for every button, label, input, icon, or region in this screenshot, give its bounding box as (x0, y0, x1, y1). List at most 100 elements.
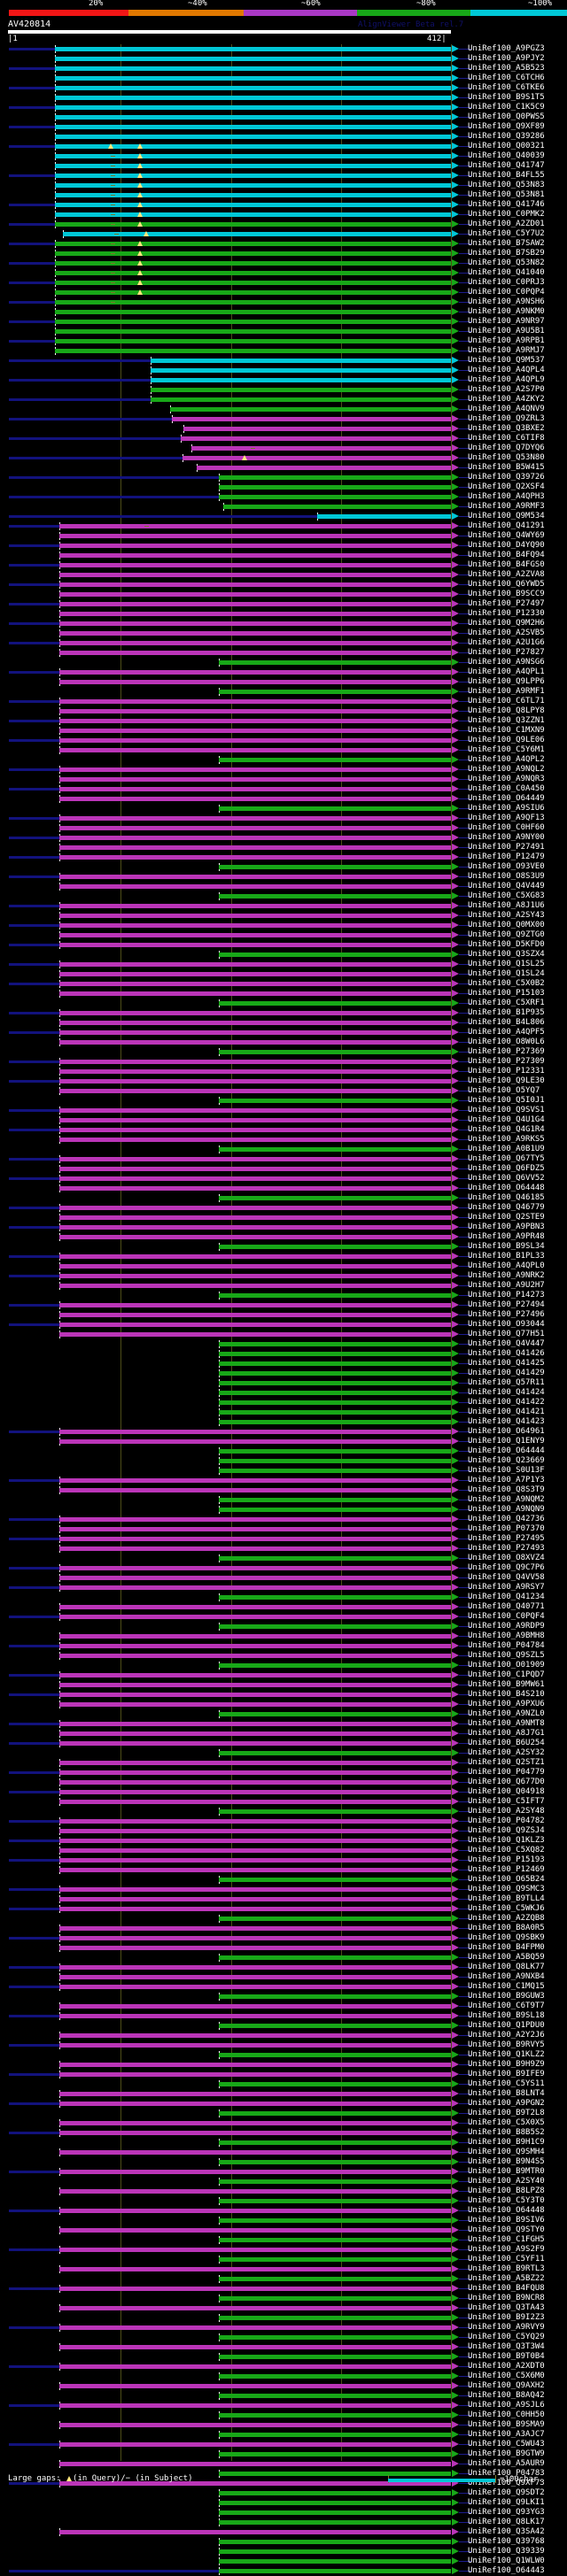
alignment-row[interactable]: UniRef100_Q9LE06 (0, 736, 567, 745)
hsp-bar[interactable] (55, 86, 451, 90)
hsp-bar[interactable] (58, 1313, 451, 1317)
alignment-row[interactable]: UniRef100_Q9SZL5 (0, 1651, 567, 1661)
subject-id-label[interactable]: UniRef100_Q9M534 (468, 512, 545, 521)
hsp-bar[interactable] (58, 2267, 451, 2271)
hsp-bar[interactable] (58, 1897, 451, 1901)
subject-id-label[interactable]: UniRef100_A2S7P0 (468, 385, 545, 394)
alignment-row[interactable]: UniRef100_Q39339 (0, 2547, 567, 2557)
subject-id-label[interactable]: UniRef100_B9SMA9 (468, 2420, 545, 2429)
subject-id-label[interactable]: UniRef100_S0U13F (468, 1466, 545, 1475)
alignment-row[interactable]: UniRef100_Q677D0 (0, 1778, 567, 1787)
subject-id-label[interactable]: UniRef100_C1MXN9 (468, 726, 545, 735)
alignment-row[interactable]: UniRef100_Q53N81 (0, 190, 567, 200)
subject-id-label[interactable]: UniRef100_Q41429 (468, 1369, 545, 1377)
alignment-row[interactable]: UniRef100_D5KFD0 (0, 940, 567, 950)
subject-id-label[interactable]: UniRef100_A9U5B1 (468, 327, 545, 335)
hsp-bar[interactable] (58, 2189, 451, 2194)
hsp-bar[interactable] (219, 2452, 451, 2456)
subject-id-label[interactable]: UniRef100_B9I2Z3 (468, 2313, 545, 2322)
subject-id-label[interactable]: UniRef100_Q53N80 (468, 453, 545, 462)
alignment-row[interactable]: UniRef100_Q9LKI1 (0, 2498, 567, 2508)
subject-id-label[interactable]: UniRef100_Q41291 (468, 521, 545, 530)
subject-id-label[interactable]: UniRef100_P27309 (468, 1057, 545, 1066)
hsp-bar[interactable] (58, 641, 451, 645)
hsp-bar[interactable] (58, 2072, 451, 2077)
alignment-row[interactable]: UniRef100_P12469 (0, 1865, 567, 1875)
hsp-bar[interactable] (58, 1722, 451, 1726)
alignment-row[interactable]: UniRef100_Q9C7P6 (0, 1563, 567, 1573)
subject-id-label[interactable]: UniRef100_Q9ZRL3 (468, 414, 545, 423)
alignment-row[interactable]: UniRef100_Q5I0J1 (0, 1096, 567, 1106)
alignment-row[interactable]: UniRef100_Q46185 (0, 1193, 567, 1203)
subject-id-label[interactable]: UniRef100_C5XRF1 (468, 999, 545, 1007)
alignment-row[interactable]: UniRef100_C1FGH5 (0, 2235, 567, 2245)
subject-id-label[interactable]: UniRef100_A9RKS5 (468, 1135, 545, 1144)
subject-id-label[interactable]: UniRef100_O01909 (468, 1661, 545, 1670)
alignment-row[interactable]: UniRef100_B7SAW2 (0, 239, 567, 249)
hsp-bar[interactable] (58, 797, 451, 801)
alignment-row[interactable]: UniRef100_Q4WY69 (0, 531, 567, 541)
hsp-bar[interactable] (58, 1770, 451, 1775)
subject-id-label[interactable]: UniRef100_Q41421 (468, 1408, 545, 1416)
subject-id-label[interactable]: UniRef100_A4QPF5 (468, 1028, 545, 1037)
hsp-bar[interactable] (58, 1332, 451, 1337)
subject-id-label[interactable]: UniRef100_P04784 (468, 1641, 545, 1650)
alignment-row[interactable]: UniRef100_Q2XSF4 (0, 482, 567, 492)
hsp-bar[interactable] (58, 2481, 451, 2486)
hsp-bar[interactable] (58, 1585, 451, 1590)
alignment-row[interactable]: UniRef100_Q40039 (0, 151, 567, 161)
subject-id-label[interactable]: UniRef100_Q9SMC3 (468, 1885, 545, 1893)
subject-id-label[interactable]: UniRef100_A9PJY2 (468, 54, 545, 63)
subject-id-label[interactable]: UniRef100_A9NQN9 (468, 1505, 545, 1514)
hsp-bar[interactable] (219, 953, 451, 957)
hsp-bar[interactable] (58, 2384, 451, 2388)
hsp-bar[interactable] (58, 2121, 451, 2125)
alignment-row[interactable]: UniRef100_Q0MX00 (0, 921, 567, 930)
hsp-bar[interactable] (219, 1293, 451, 1298)
alignment-row[interactable]: UniRef100_A2SY32 (0, 1748, 567, 1758)
subject-id-label[interactable]: UniRef100_B9SL34 (468, 1242, 545, 1251)
hsp-bar[interactable] (55, 339, 451, 343)
hsp-bar[interactable] (55, 329, 451, 334)
hsp-bar[interactable] (58, 2209, 451, 2213)
subject-id-label[interactable]: UniRef100_Q9XF73 (468, 2479, 545, 2487)
hsp-bar[interactable] (58, 1069, 451, 1074)
alignment-row[interactable]: UniRef100_A4QPL2 (0, 755, 567, 765)
subject-id-label[interactable]: UniRef100_C6TL71 (468, 697, 545, 706)
hsp-bar[interactable] (219, 2111, 451, 2116)
alignment-row[interactable]: UniRef100_C5XRF1 (0, 999, 567, 1008)
subject-id-label[interactable]: UniRef100_B8LPZ8 (468, 2187, 545, 2195)
alignment-row[interactable]: UniRef100_A4QPL1 (0, 667, 567, 677)
hsp-bar[interactable] (58, 1829, 451, 1833)
hsp-bar[interactable] (219, 2472, 451, 2476)
subject-id-label[interactable]: UniRef100_A5BZ22 (468, 2274, 545, 2283)
hsp-bar[interactable] (219, 1361, 451, 1366)
alignment-row[interactable]: UniRef100_A9U2H7 (0, 1281, 567, 1291)
alignment-row[interactable]: UniRef100_Q4VV58 (0, 1573, 567, 1583)
subject-id-label[interactable]: UniRef100_Q41422 (468, 1398, 545, 1407)
alignment-row[interactable]: UniRef100_B9SCC9 (0, 590, 567, 599)
alignment-row[interactable]: UniRef100_Q1SL25 (0, 960, 567, 969)
hsp-bar[interactable] (58, 1907, 451, 1911)
hsp-bar[interactable] (150, 378, 451, 382)
hsp-bar[interactable] (58, 1439, 451, 1444)
subject-id-label[interactable]: UniRef100_O93VE0 (468, 862, 545, 871)
alignment-row[interactable]: UniRef100_A9PBN3 (0, 1222, 567, 1232)
hsp-bar[interactable] (58, 1176, 451, 1181)
subject-id-label[interactable]: UniRef100_A9U2H7 (468, 1281, 545, 1290)
alignment-row[interactable]: UniRef100_P27827 (0, 648, 567, 658)
alignment-row[interactable]: UniRef100_C0HH50 (0, 2410, 567, 2420)
hsp-bar[interactable] (58, 826, 451, 830)
subject-id-label[interactable]: UniRef100_A4ZKY2 (468, 395, 545, 404)
alignment-row[interactable]: UniRef100_P27493 (0, 1544, 567, 1554)
subject-id-label[interactable]: UniRef100_C5YF11 (468, 2255, 545, 2264)
subject-id-label[interactable]: UniRef100_C5WKJ6 (468, 1904, 545, 1913)
alignment-row[interactable]: UniRef100_A9U5B1 (0, 327, 567, 336)
alignment-row[interactable]: UniRef100_C1K5C9 (0, 103, 567, 112)
alignment-row[interactable]: UniRef100_A8J1U6 (0, 901, 567, 911)
hsp-bar[interactable] (219, 1751, 451, 1755)
hsp-bar[interactable] (58, 1887, 451, 1892)
alignment-row[interactable]: UniRef100_B9H1C9 (0, 2138, 567, 2148)
subject-id-label[interactable]: UniRef100_P27827 (468, 648, 545, 657)
alignment-row[interactable]: UniRef100_O93VE0 (0, 862, 567, 872)
